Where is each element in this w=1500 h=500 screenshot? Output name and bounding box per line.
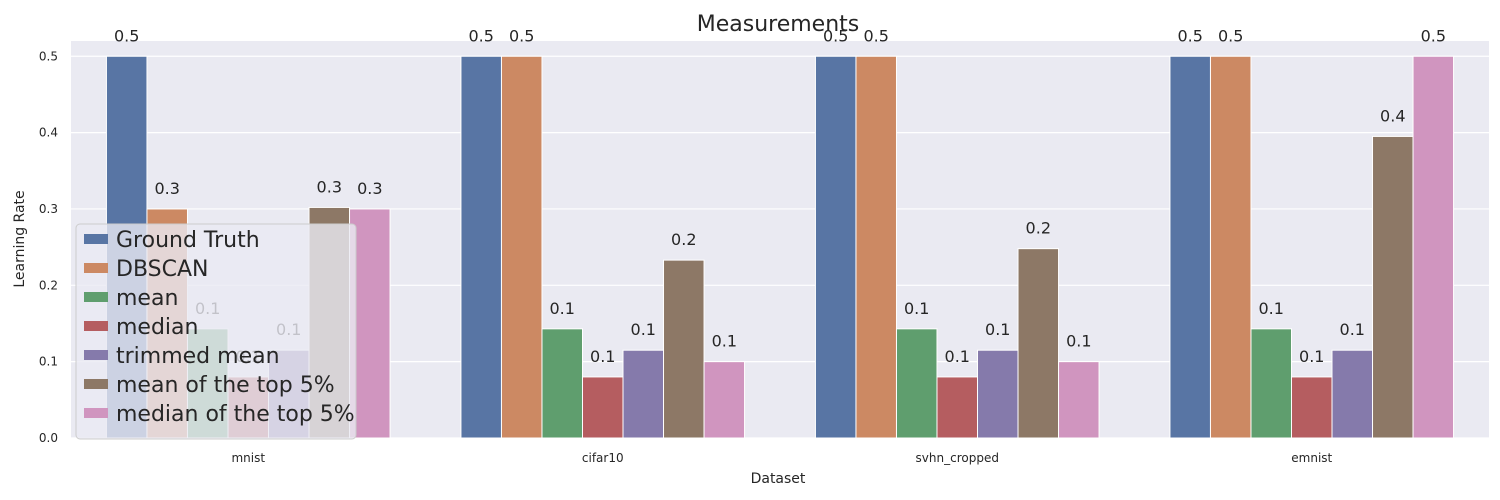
bar [1331,349,1374,439]
data-label: 0.5 [823,26,848,45]
data-label: 0.3 [357,179,382,198]
legend-swatch [84,292,108,302]
data-label: 0.2 [671,230,696,249]
bar [581,376,624,439]
data-label: 0.5 [863,26,888,45]
bar [1372,135,1414,439]
data-label: 0.4 [1380,106,1405,125]
bar [703,361,746,439]
data-label: 0.5 [468,26,493,45]
bar [460,55,502,439]
legend-label: Ground Truth [116,228,260,253]
legend-label: DBSCAN [116,257,208,282]
bar [977,349,1019,439]
data-label: 0.1 [985,320,1010,339]
legend-label: trimmed mean [116,344,280,369]
legend-swatch [84,350,108,360]
x-tick-label: mnist [231,451,265,465]
data-label: 0.5 [509,26,534,45]
data-label: 0.5 [114,26,139,45]
x-tick-label: emnist [1291,451,1332,465]
data-label: 0.3 [154,179,179,198]
x-tick-label: cifar10 [582,451,624,465]
legend-label: mean of the top 5% [116,373,335,398]
y-axis-title: Learning Rate [12,190,28,287]
y-tick-label: 0.4 [39,126,58,140]
data-label: 0.1 [631,320,656,339]
bar [855,55,897,439]
bar [814,55,857,439]
legend-swatch [84,234,108,244]
bar [500,55,543,439]
data-label: 0.1 [590,347,615,366]
data-label: 0.1 [1066,332,1091,351]
legend-swatch [84,408,108,418]
bar [1412,55,1455,439]
data-label: 0.5 [1177,26,1202,45]
data-label: 0.2 [1026,219,1051,238]
bar [622,349,665,439]
bar [541,328,583,439]
y-tick-label: 0.2 [39,278,58,292]
legend-swatch [84,321,108,331]
data-label: 0.3 [317,177,342,196]
bar [936,376,979,439]
bar [1058,361,1100,439]
bar [1290,376,1333,439]
data-label: 0.1 [1340,320,1365,339]
x-tick-label: svhn_cropped [916,451,999,465]
legend-label: mean [116,286,178,311]
legend-swatch [84,379,108,389]
legend-box [75,223,357,440]
chart-title: Measurements [697,12,860,37]
legend: Ground Truth DBSCAN mean median trimmed mean… [75,223,357,440]
y-tick-label: 0.5 [39,49,58,63]
legend-label: median of the top 5% [116,402,355,427]
bar [1017,248,1060,439]
legend-label: median [116,315,198,340]
x-axis-ticks: mnist cifar10 svhn_cropped emnist [231,451,1332,465]
y-axis-ticks: 0.0 0.1 0.2 0.3 0.4 0.5 [39,49,58,445]
y-tick-label: 0.0 [39,431,58,445]
data-label: 0.5 [1421,26,1446,45]
bar [663,259,705,439]
bar [1209,55,1252,439]
y-tick-label: 0.3 [39,202,58,216]
data-label: 0.1 [712,332,737,351]
data-label: 0.5 [1218,26,1243,45]
bar [1169,55,1211,439]
data-label: 0.1 [1299,347,1324,366]
bar [1250,328,1292,439]
legend-swatch [84,263,108,273]
y-tick-label: 0.1 [39,355,58,369]
data-label: 0.1 [1259,299,1284,318]
data-label: 0.1 [904,299,929,318]
bar [895,328,938,439]
data-label: 0.1 [945,347,970,366]
x-axis-title: Dataset [751,471,806,487]
data-label: 0.1 [550,299,575,318]
